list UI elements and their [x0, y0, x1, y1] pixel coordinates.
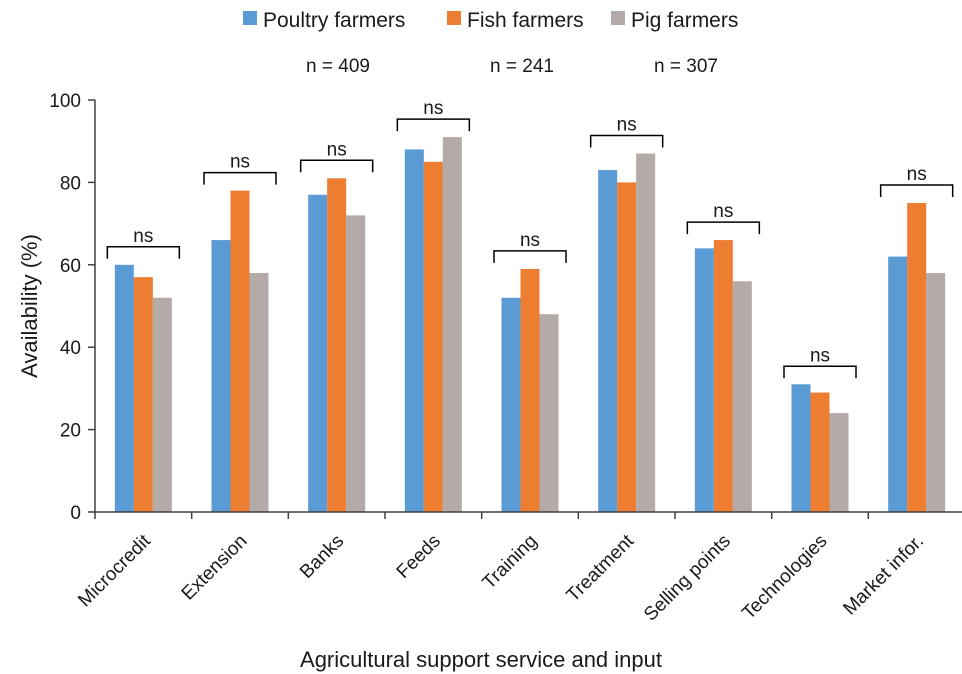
legend-label: Pig farmers — [631, 9, 738, 32]
significance-bracket — [686, 221, 761, 235]
bar-fish-farmers — [810, 392, 830, 512]
significance-bracket — [783, 365, 857, 379]
bar-poultry-farmers — [694, 248, 714, 512]
significance-label: ns — [327, 139, 347, 160]
significance-label: ns — [423, 98, 443, 119]
significance-bracket — [299, 159, 374, 173]
significance-bracket — [203, 171, 277, 185]
axes — [94, 100, 962, 513]
sample-size-label: n = 307 — [654, 56, 718, 77]
bar-fish-farmers — [713, 240, 733, 512]
legend-swatch — [611, 11, 625, 25]
bar-pig-farmers — [829, 413, 849, 512]
y-tick-label: 80 — [60, 173, 81, 194]
significance-bracket — [589, 134, 664, 148]
bar-fish-farmers — [520, 268, 540, 512]
bars — [114, 137, 946, 513]
x-axis-title: Agricultural support service and input — [300, 647, 662, 672]
legend: Poultry farmers Fish farmers Pig farmers — [243, 9, 738, 32]
bar-poultry-farmers — [888, 256, 908, 512]
x-tick-label: Training — [479, 531, 542, 594]
bar-fish-farmers — [907, 203, 927, 512]
bar-fish-farmers — [423, 161, 443, 513]
bar-pig-farmers — [442, 137, 462, 512]
significance-label: ns — [617, 115, 637, 136]
legend-swatch — [447, 11, 461, 25]
significance-label: ns — [520, 230, 540, 251]
bar-pig-farmers — [732, 281, 752, 512]
bar-poultry-farmers — [598, 170, 618, 513]
bar-poultry-farmers — [114, 264, 134, 512]
significance-bracket — [879, 184, 954, 197]
x-tick-label: Feeds — [393, 531, 445, 583]
significance-bracket — [106, 246, 181, 259]
y-tick-label: 60 — [60, 256, 81, 277]
bar-fish-farmers — [327, 178, 347, 512]
y-tick-label: 100 — [49, 91, 81, 112]
significance-label: ns — [810, 345, 830, 366]
x-tick-label: Microcredit — [74, 530, 155, 611]
y-tick-label: 20 — [60, 421, 81, 442]
y-axis-title: Availability (%) — [17, 234, 42, 378]
y-tick-label: 40 — [60, 338, 81, 359]
sample-size-label: n = 409 — [306, 56, 370, 77]
y-axis-ticks: 0 20 40 60 80 100 — [49, 91, 95, 524]
bar-poultry-farmers — [404, 149, 424, 512]
sample-size-labels: n = 409 n = 241 n = 307 — [306, 56, 718, 77]
legend-label: Poultry farmers — [263, 9, 405, 32]
significance-label: ns — [713, 201, 733, 222]
legend-label: Fish farmers — [467, 9, 584, 32]
bar-pig-farmers — [539, 314, 559, 512]
significance-bracket — [396, 118, 471, 132]
x-tick-label: Extension — [178, 531, 252, 605]
bar-fish-farmers — [133, 277, 153, 512]
bar-pig-farmers — [249, 273, 269, 512]
significance-label: ns — [230, 152, 250, 173]
significance-brackets: ns ns ns ns ns ns ns ns ns — [106, 98, 954, 379]
bar-pig-farmers — [926, 273, 946, 512]
x-axis-ticks: Microcredit Extension Banks Feeds Training Tr… — [74, 512, 928, 626]
bar-poultry-farmers — [501, 297, 521, 512]
bar-pig-farmers — [346, 215, 366, 513]
sample-size-label: n = 241 — [490, 56, 554, 77]
significance-label: ns — [907, 164, 927, 185]
bar-fish-farmers — [230, 190, 250, 512]
x-tick-label: Banks — [296, 531, 348, 583]
x-tick-label: Selling points — [640, 531, 735, 626]
bar-poultry-farmers — [211, 240, 231, 512]
bar-pig-farmers — [636, 153, 656, 512]
bar-pig-farmers — [152, 297, 172, 512]
legend-swatch — [243, 11, 257, 25]
y-tick-label: 0 — [70, 503, 81, 524]
bar-fish-farmers — [617, 182, 637, 512]
bar-poultry-farmers — [308, 194, 328, 512]
x-tick-label: Technologies — [738, 531, 831, 624]
x-tick-label: Market infor. — [839, 531, 928, 620]
bar-poultry-farmers — [791, 384, 811, 512]
significance-label: ns — [133, 226, 153, 247]
x-tick-label: Treatment — [563, 530, 639, 606]
significance-bracket — [493, 250, 567, 263]
